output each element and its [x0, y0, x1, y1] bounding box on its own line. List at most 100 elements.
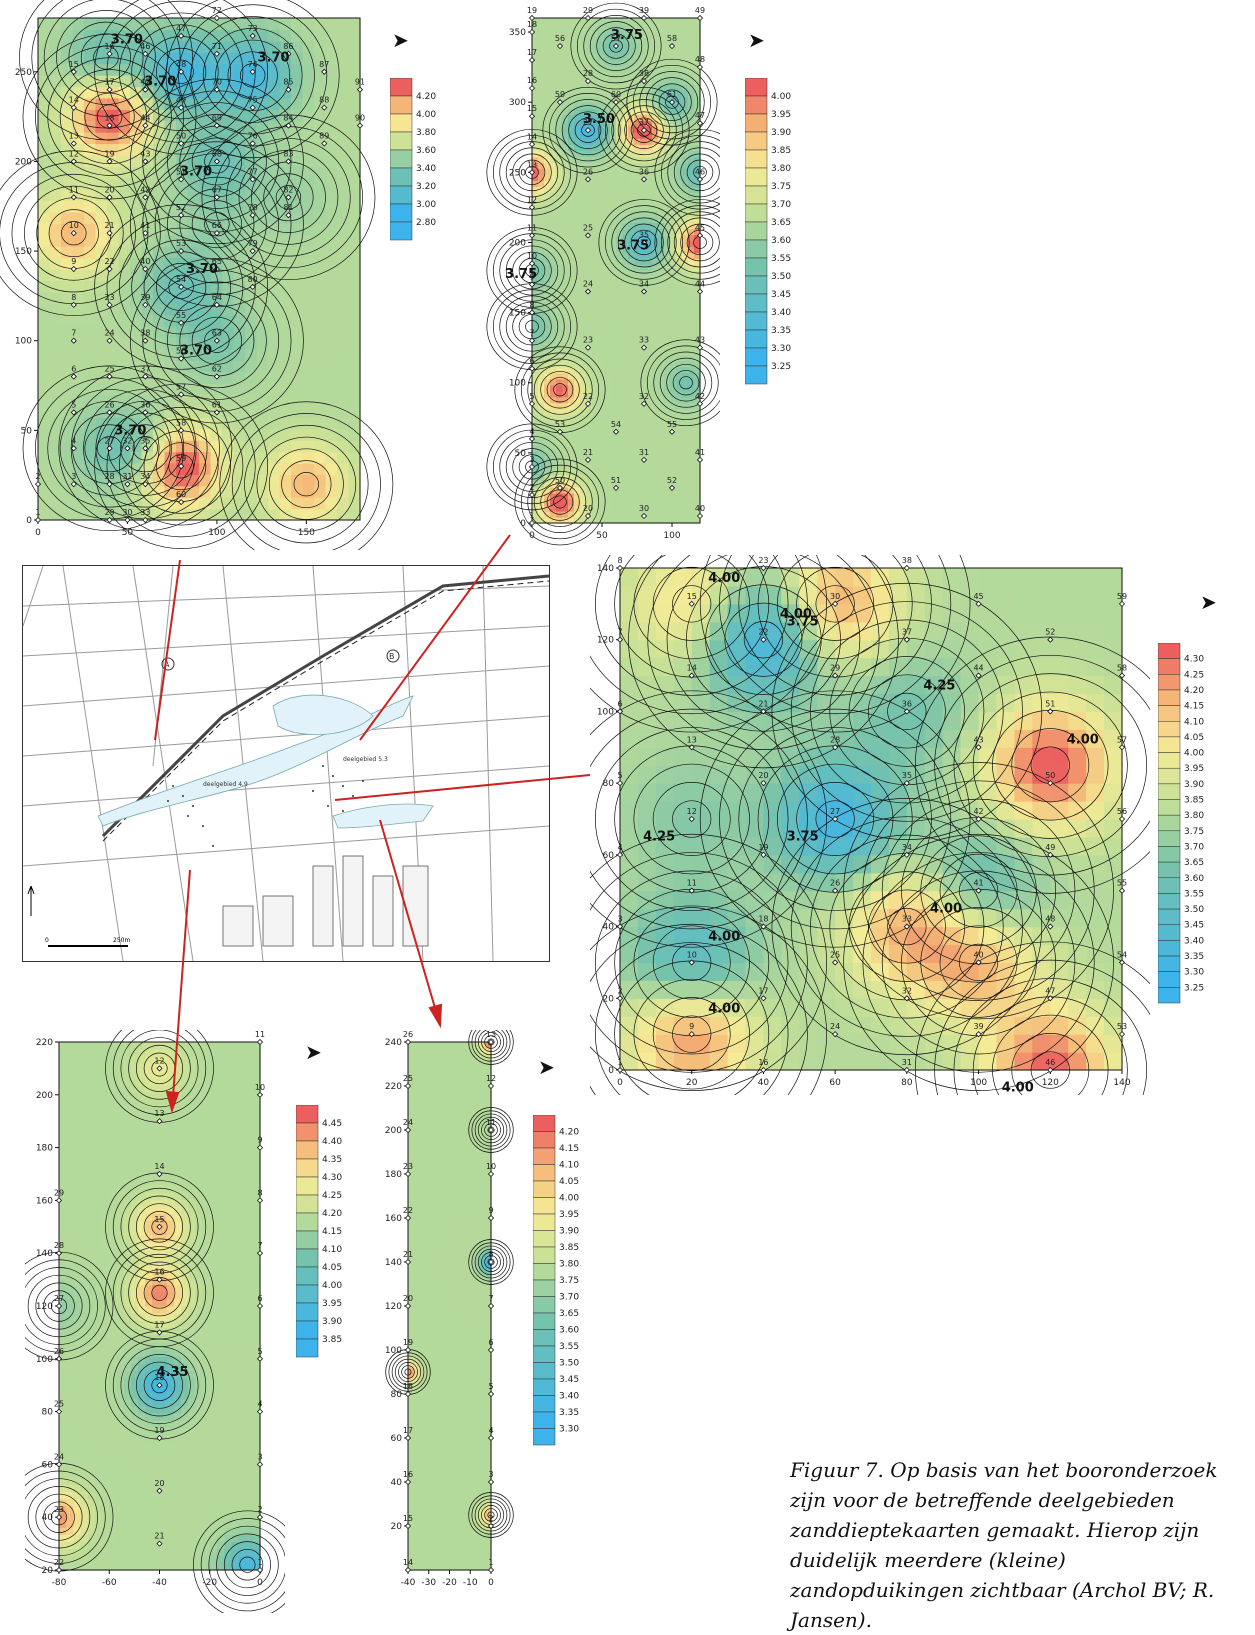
borehole-label: 36 — [639, 167, 649, 176]
borehole-label: 14 — [527, 132, 537, 141]
contour-label: 3.70 — [180, 344, 212, 359]
legend-swatch — [390, 96, 412, 114]
map-d-y-tick: 180 — [36, 1144, 53, 1154]
borehole-label: 19 — [527, 6, 537, 15]
map-e-x-tick: -30 — [421, 1578, 436, 1588]
borehole-label: 44 — [973, 664, 983, 673]
legend-swatch — [745, 348, 767, 366]
borehole-label: 84 — [283, 114, 293, 123]
legend-swatch — [533, 1396, 555, 1413]
legend-swatch — [745, 150, 767, 168]
map-b-x-tick: 100 — [663, 531, 680, 541]
legend-level: 4.00 — [416, 110, 436, 120]
borehole-label: 39 — [639, 6, 649, 15]
legend-swatch — [1158, 972, 1180, 988]
map-c-x-tick: 60 — [829, 1078, 841, 1088]
borehole-label: 11 — [255, 1030, 265, 1039]
legend-level: 3.60 — [771, 236, 791, 246]
legend-swatch — [1158, 784, 1180, 800]
borehole-label: 59 — [555, 90, 565, 99]
borehole-label: 49 — [695, 6, 705, 15]
legend-level: 3.90 — [559, 1227, 579, 1237]
borehole-label: 13 — [527, 160, 537, 169]
borehole-label: 71 — [212, 42, 222, 51]
borehole-label: 13 — [687, 735, 697, 744]
borehole-label: 9 — [257, 1136, 262, 1145]
borehole-label: 35 — [902, 771, 912, 780]
borehole-label: 44 — [695, 280, 705, 289]
borehole-label: 52 — [1045, 628, 1055, 637]
borehole-label: 8 — [71, 293, 76, 302]
borehole-label: 33 — [639, 336, 649, 345]
legend-level: 4.20 — [322, 1209, 342, 1219]
legend-swatch — [533, 1297, 555, 1314]
legend-swatch — [1158, 690, 1180, 706]
borehole-label: 58 — [1117, 664, 1127, 673]
map-c-y-tick: 80 — [603, 779, 615, 789]
borehole-label: 15 — [69, 60, 79, 69]
borehole-label: 15 — [154, 1215, 164, 1224]
map-e-y-tick: 40 — [391, 1478, 403, 1488]
legend-swatch — [1158, 909, 1180, 925]
legend-level: 4.35 — [322, 1155, 342, 1165]
legend-level: 3.35 — [559, 1408, 579, 1418]
legend-swatch — [390, 186, 412, 204]
legend-level: 3.55 — [771, 254, 791, 264]
map-c-x-tick: 120 — [1042, 1078, 1059, 1088]
north-arrow-icon: ➤ — [538, 1055, 555, 1079]
legend-swatch — [390, 132, 412, 150]
legend-swatch — [533, 1429, 555, 1446]
borehole-label: 17 — [403, 1426, 413, 1435]
borehole-label: 78 — [248, 203, 258, 212]
borehole-label: 20 — [403, 1294, 413, 1303]
borehole-label: 41 — [695, 448, 705, 457]
legend-level: 3.65 — [1184, 858, 1204, 868]
map-d-y-tick: 100 — [36, 1355, 53, 1365]
borehole-label: 10 — [486, 1162, 496, 1171]
borehole-label: 58 — [176, 418, 186, 427]
legend-c: 4.304.254.204.154.104.054.003.953.903.85… — [1158, 643, 1238, 1023]
borehole-label: 2 — [617, 986, 622, 995]
borehole-label: 33 — [140, 508, 150, 517]
map-label-deelgebied-4-9: deelgebied 4.9 — [203, 781, 248, 788]
legend-swatch — [1158, 800, 1180, 816]
legend-level: 3.70 — [559, 1293, 579, 1303]
map-a-x-tick: 150 — [298, 528, 315, 538]
legend-level: 3.80 — [559, 1260, 579, 1270]
borehole-label: 24 — [54, 1452, 64, 1461]
legend-level: 3.85 — [559, 1243, 579, 1253]
map-d-y-tick: 220 — [36, 1038, 53, 1048]
legend-swatch — [745, 114, 767, 132]
legend-level: 4.00 — [559, 1194, 579, 1204]
borehole-label: 68 — [212, 149, 222, 158]
borehole-label: 7 — [488, 1294, 493, 1303]
map-d-y-tick: 140 — [36, 1249, 53, 1259]
legend-level: 3.40 — [416, 164, 436, 174]
borehole-label: 5 — [71, 400, 76, 409]
legend-level: 3.70 — [1184, 842, 1204, 852]
map-d-x-tick: -40 — [152, 1578, 167, 1588]
map-c-y-tick: 40 — [603, 923, 615, 933]
scale-label-end: 250m — [113, 937, 130, 944]
map-c-x-tick: 0 — [617, 1078, 623, 1088]
borehole-label: 46 — [695, 167, 705, 176]
borehole-label: 37 — [639, 118, 649, 127]
legend-swatch — [745, 168, 767, 186]
borehole-label: 6 — [529, 357, 534, 366]
contour-label: 4.00 — [1067, 733, 1099, 748]
borehole-label: 13 — [154, 1109, 164, 1118]
legend-level: 3.85 — [771, 146, 791, 156]
borehole-label: 26 — [830, 879, 840, 888]
legend-swatch — [296, 1267, 318, 1285]
legend-level: 3.65 — [559, 1309, 579, 1319]
legend-swatch — [296, 1339, 318, 1357]
legend-swatch — [533, 1247, 555, 1264]
borehole-label: 58 — [667, 34, 677, 43]
borehole-label: 25 — [54, 1400, 64, 1409]
borehole-label: 26 — [104, 400, 114, 409]
map-a-y-tick: 0 — [26, 516, 32, 526]
map-c-x-tick: 80 — [901, 1078, 913, 1088]
map-c-x-tick: 20 — [686, 1078, 698, 1088]
borehole-label: 19 — [758, 843, 768, 852]
